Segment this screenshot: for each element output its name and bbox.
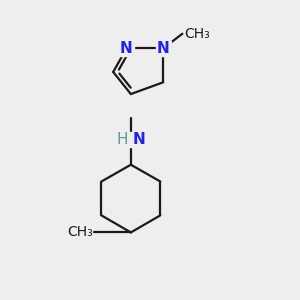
Text: N: N [157,41,169,56]
Text: H: H [116,132,128,147]
Polygon shape [156,41,171,56]
Polygon shape [119,41,134,56]
Polygon shape [112,132,135,147]
Text: CH₃: CH₃ [184,27,210,41]
Text: N: N [132,132,145,147]
Text: CH₃: CH₃ [67,225,93,239]
Text: N: N [120,41,133,56]
